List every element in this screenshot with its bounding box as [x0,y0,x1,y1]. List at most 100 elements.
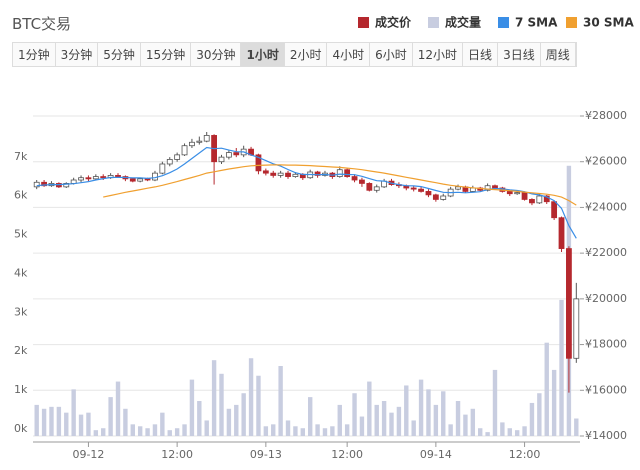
candle-body [506,191,513,195]
candle-body [189,141,195,147]
legend-swatch [428,17,439,28]
candle-body [484,185,491,191]
volume-bar [108,397,113,436]
volume-bar [248,358,254,436]
interval-button[interactable]: 日线 [463,43,499,66]
candle-body [543,195,550,203]
candle-body [225,152,232,158]
volume-bar [174,428,180,436]
legend-label: 7 SMA [515,16,558,30]
interval-button[interactable]: 4小时 [327,43,371,66]
candle-body [270,172,277,176]
volume-bar [263,426,269,436]
x-tick-label: 12:00 [161,448,193,461]
volume-bar [293,426,298,436]
volume-bar [56,406,62,436]
y2-tick-label: 7k [14,150,28,163]
volume-bar [123,408,128,436]
volume-bar [211,360,217,436]
candle-body [344,169,351,177]
x-tick-label: 12:00 [509,448,541,461]
sma-line [103,164,577,206]
interval-button[interactable]: 12小时 [412,43,464,66]
x-tick-label: 09-14 [420,448,452,461]
candle-body [536,195,543,204]
volume-bar [241,393,246,436]
volume-bar [300,428,306,436]
volume-bar [256,375,261,436]
interval-button[interactable]: 1分钟 [13,43,56,66]
volume-bar [115,381,121,436]
volume-bar [404,385,409,436]
legend-label: 30 SMA [583,16,634,30]
title: BTC交易 [12,15,72,33]
candle-body [262,170,269,174]
interval-button[interactable]: 1小时 [241,43,285,66]
candle-body [115,175,121,177]
volume-bar [101,428,106,436]
candle-body [425,191,432,196]
y-tick-label: ¥14000 [585,429,627,442]
volume-bar [485,432,490,436]
volume-bar [93,430,99,436]
volume-bar [478,428,483,436]
volume-bar [448,424,453,436]
volume-bar [130,424,135,436]
volume-bar [537,393,542,436]
volume-bar [182,424,187,436]
volume-bar [278,366,283,436]
volume-bar [529,402,535,436]
candle-body [63,183,70,188]
candle-body [85,177,92,180]
volume-bar [285,420,291,436]
candle-body [573,298,580,359]
candle-body [41,181,47,187]
interval-button[interactable]: 5分钟 [98,43,141,66]
interval-button[interactable]: 15分钟 [140,43,192,66]
candle-body [292,173,299,177]
volume-bar [433,404,439,436]
candle-body [92,176,99,180]
y-tick-label: ¥16000 [585,383,627,396]
interval-button[interactable]: 30分钟 [191,43,242,66]
candle-body [285,172,291,177]
candle-body [359,179,365,184]
legend-swatch [358,17,369,28]
volume-bar [226,408,232,436]
volume-bar [559,299,564,436]
y2-tick-label: 3k [14,305,28,318]
volume-bar [492,369,498,436]
volume-bar [507,428,512,436]
volume-bar [389,412,394,436]
volume-bar [219,373,224,436]
volume-bar [330,426,335,436]
x-tick-label: 12:00 [331,448,363,461]
volume-bar [470,408,476,436]
y-tick-label: ¥22000 [585,246,627,259]
y-tick-label: ¥20000 [585,292,627,305]
candle-body [336,169,343,177]
volume-bar [455,401,461,436]
interval-button[interactable]: 周线 [540,43,576,66]
interval-button[interactable]: 2小时 [284,43,328,66]
volume-bar [189,379,195,436]
candle-body [181,145,188,156]
volume-bar [137,426,143,436]
interval-button[interactable]: 3分钟 [55,43,99,66]
candle-body [159,163,166,174]
volume-bar [352,393,357,436]
y-tick-label: ¥28000 [585,109,627,122]
y-tick-label: ¥24000 [585,200,627,213]
volume-bar [167,430,172,436]
volume-bar [49,406,54,436]
volume-bar [315,424,320,436]
interval-button[interactable]: 6小时 [370,43,413,66]
volume-bar [396,406,402,436]
candle-body [255,154,262,172]
candle-body [558,217,565,249]
candle-body [78,177,84,181]
legend-swatch [498,17,509,28]
interval-button[interactable]: 3日线 [498,43,541,66]
volume-bar [522,426,527,436]
